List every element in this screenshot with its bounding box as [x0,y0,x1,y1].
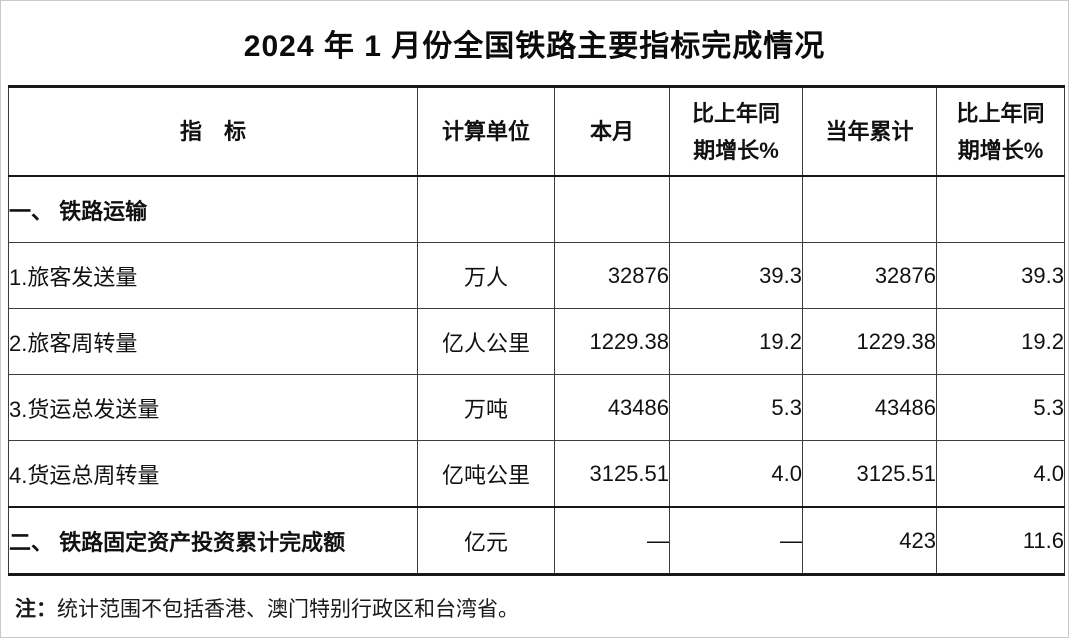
table-body: 一、 铁路运输 1.旅客发送量 万人 32876 39.3 32876 39.3… [8,175,1065,575]
header-month: 本月 [554,86,670,177]
unit-cell: 亿人公里 [417,308,555,375]
ytd-growth-value: 19.2 [936,308,1065,375]
row-label: 二、 铁路固定资产投资累计完成额 [8,506,418,575]
row-label: 4.货运总周转量 [8,440,418,508]
ytd-growth-value: 11.6 [936,506,1065,575]
header-ytd-growth: 比上年同期增长% [936,86,1065,177]
ytd-value: 423 [802,506,937,575]
row-label: 2.旅客周转量 [8,308,418,375]
month-value: 43486 [554,374,670,441]
ytd-value: 43486 [802,374,937,441]
unit-cell: 亿吨公里 [417,440,555,508]
table-row-freight-turnover: 4.货运总周转量 亿吨公里 3125.51 4.0 3125.51 4.0 [8,440,1065,508]
header-indicator: 指 标 [8,86,418,177]
month-growth-value [669,175,803,243]
unit-cell: 万人 [417,242,555,309]
table-row-freight-sent: 3.货运总发送量 万吨 43486 5.3 43486 5.3 [8,374,1065,441]
month-growth-value: 4.0 [669,440,803,508]
unit-cell: 万吨 [417,374,555,441]
footnote-prefix: 注： [15,598,57,621]
unit-cell [417,175,555,243]
row-label: 一、 铁路运输 [8,175,418,243]
row-label: 3.货运总发送量 [8,374,418,441]
month-value: 32876 [554,242,670,309]
table-header: 指 标 计算单位 本月 比上年同期增长% 当年累计 比上年同期增长% [8,86,1065,177]
month-growth-value: 39.3 [669,242,803,309]
month-growth-value: 19.2 [669,308,803,375]
month-value: 1229.38 [554,308,670,375]
ytd-growth-value: 39.3 [936,242,1065,309]
table-row-section-transport: 一、 铁路运输 [8,175,1065,243]
table-row-passengers-sent: 1.旅客发送量 万人 32876 39.3 32876 39.3 [8,242,1065,309]
footnote-text: 统计范围不包括香港、澳门特别行政区和台湾省。 [57,598,519,621]
month-value: 3125.51 [554,440,670,508]
ytd-growth-value [936,175,1065,243]
header-unit: 计算单位 [417,86,555,177]
header-month-growth: 比上年同期增长% [669,86,803,177]
ytd-value: 3125.51 [802,440,937,508]
ytd-value [802,175,937,243]
header-ytd: 当年累计 [802,86,937,177]
month-growth-value: — [669,506,803,575]
header-row: 指 标 计算单位 本月 比上年同期增长% 当年累计 比上年同期增长% [8,86,1065,177]
unit-cell: 亿元 [417,506,555,575]
row-label: 1.旅客发送量 [8,242,418,309]
table-row-fixed-asset-investment: 二、 铁路固定资产投资累计完成额 亿元 — — 423 11.6 [8,506,1065,575]
month-value: — [554,506,670,575]
ytd-value: 32876 [802,242,937,309]
indicators-table: 指 标 计算单位 本月 比上年同期增长% 当年累计 比上年同期增长% 一、 铁路… [8,85,1065,576]
ytd-value: 1229.38 [802,308,937,375]
table-row-passenger-turnover: 2.旅客周转量 亿人公里 1229.38 19.2 1229.38 19.2 [8,308,1065,375]
month-value [554,175,670,243]
ytd-growth-value: 5.3 [936,374,1065,441]
footnote: 注：统计范围不包括香港、澳门特别行政区和台湾省。 [15,593,1068,623]
ytd-growth-value: 4.0 [936,440,1065,508]
month-growth-value: 5.3 [669,374,803,441]
page-title: 2024 年 1 月份全国铁路主要指标完成情况 [243,30,826,63]
